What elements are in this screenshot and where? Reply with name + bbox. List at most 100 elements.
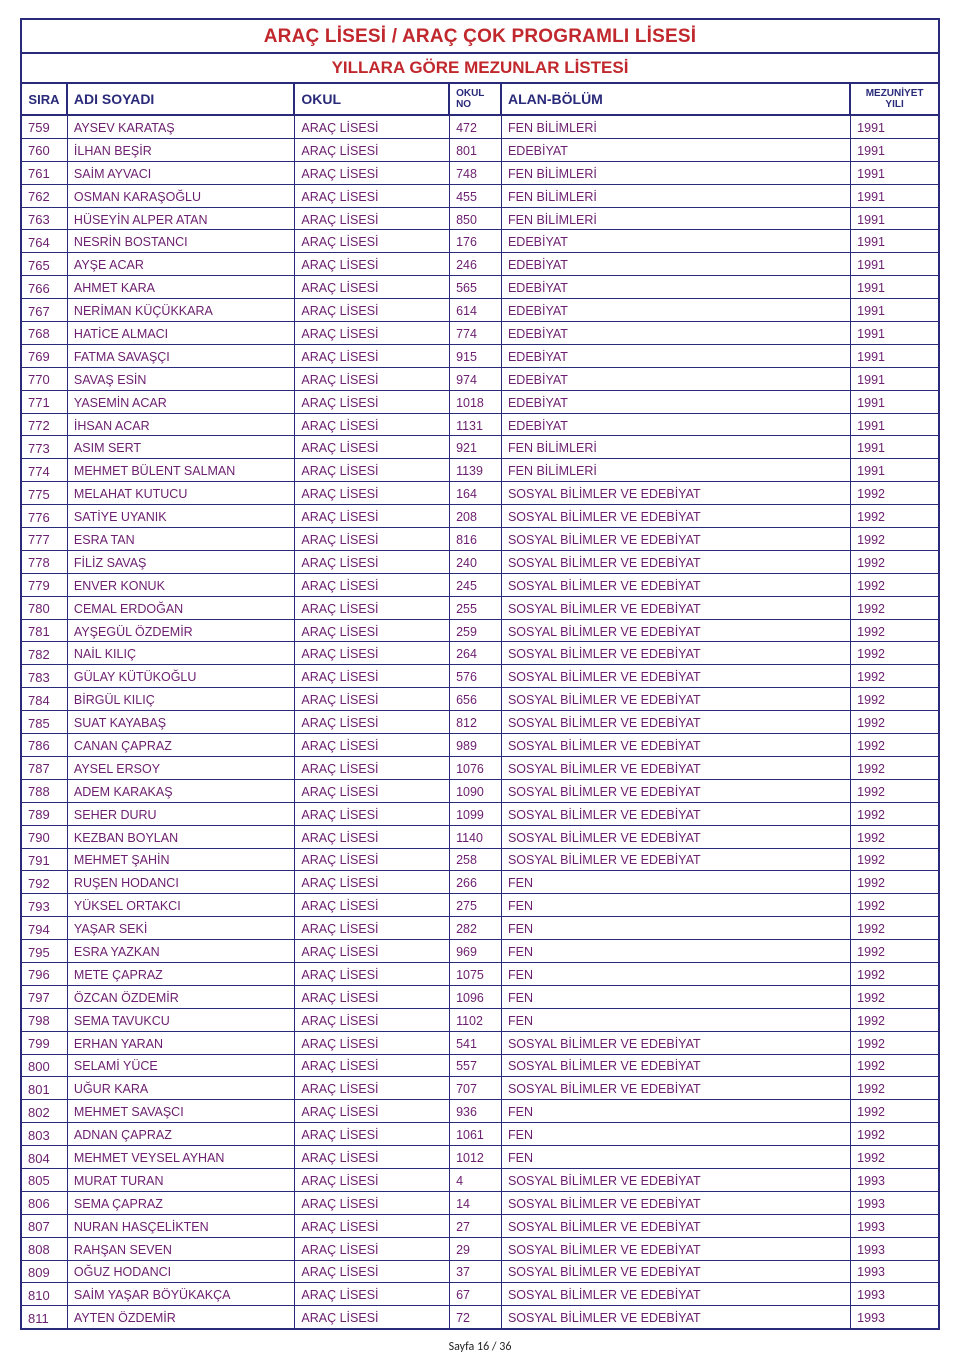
cell-ad: MELAHAT KUTUCU xyxy=(68,482,295,504)
cell-sira: 772 xyxy=(22,414,68,436)
cell-alan: FEN xyxy=(502,917,851,939)
cell-alan: SOSYAL BİLİMLER VE EDEBİYAT xyxy=(502,551,851,573)
cell-yil: 1992 xyxy=(851,757,938,779)
cell-okulno: 245 xyxy=(450,574,502,596)
cell-ad: GÜLAY KÜTÜKOĞLU xyxy=(68,665,295,687)
cell-yil: 1991 xyxy=(851,368,938,390)
cell-ad: SUAT KAYABAŞ xyxy=(68,711,295,733)
cell-okul: ARAÇ LİSESİ xyxy=(295,642,450,664)
cell-yil: 1991 xyxy=(851,139,938,161)
cell-yil: 1992 xyxy=(851,1146,938,1168)
table-row: 763HÜSEYİN ALPER ATANARAÇ LİSESİ850FEN B… xyxy=(22,208,938,231)
cell-alan: SOSYAL BİLİMLER VE EDEBİYAT xyxy=(502,734,851,756)
cell-sira: 792 xyxy=(22,871,68,893)
cell-ad: SEMA TAVUKCU xyxy=(68,1009,295,1031)
cell-alan: SOSYAL BİLİMLER VE EDEBİYAT xyxy=(502,757,851,779)
cell-okulno: 656 xyxy=(450,688,502,710)
cell-okulno: 565 xyxy=(450,276,502,298)
table-row: 761SAİM AYVACIARAÇ LİSESİ748FEN BİLİMLER… xyxy=(22,162,938,185)
table-row: 764NESRİN BOSTANCIARAÇ LİSESİ176EDEBİYAT… xyxy=(22,230,938,253)
cell-okul: ARAÇ LİSESİ xyxy=(295,894,450,916)
cell-ad: SATİYE UYANIK xyxy=(68,505,295,527)
cell-okulno: 576 xyxy=(450,665,502,687)
table-row: 794YAŞAR SEKİARAÇ LİSESİ282FEN1992 xyxy=(22,917,938,940)
cell-alan: SOSYAL BİLİMLER VE EDEBİYAT xyxy=(502,1261,851,1283)
table-row: 788ADEM KARAKAŞARAÇ LİSESİ1090SOSYAL BİL… xyxy=(22,780,938,803)
table-row: 772İHSAN ACARARAÇ LİSESİ1131EDEBİYAT1991 xyxy=(22,414,938,437)
table-row: 773ASIM SERTARAÇ LİSESİ921FEN BİLİMLERİ1… xyxy=(22,436,938,459)
page-title: ARAÇ LİSESİ / ARAÇ ÇOK PROGRAMLI LİSESİ xyxy=(22,20,938,54)
cell-alan: FEN xyxy=(502,1146,851,1168)
cell-alan: SOSYAL BİLİMLER VE EDEBİYAT xyxy=(502,528,851,550)
table-row: 759AYSEV KARATAŞARAÇ LİSESİ472FEN BİLİML… xyxy=(22,116,938,139)
cell-ad: UĞUR KARA xyxy=(68,1077,295,1099)
cell-okul: ARAÇ LİSESİ xyxy=(295,986,450,1008)
cell-okulno: 266 xyxy=(450,871,502,893)
cell-okul: ARAÇ LİSESİ xyxy=(295,597,450,619)
cell-yil: 1992 xyxy=(851,597,938,619)
cell-okulno: 1131 xyxy=(450,414,502,436)
cell-okul: ARAÇ LİSESİ xyxy=(295,757,450,779)
cell-ad: SAİM AYVACI xyxy=(68,162,295,184)
cell-alan: EDEBİYAT xyxy=(502,230,851,252)
cell-alan: SOSYAL BİLİMLER VE EDEBİYAT xyxy=(502,688,851,710)
cell-okulno: 614 xyxy=(450,299,502,321)
cell-alan: EDEBİYAT xyxy=(502,391,851,413)
cell-sira: 775 xyxy=(22,482,68,504)
cell-sira: 806 xyxy=(22,1192,68,1214)
cell-yil: 1992 xyxy=(851,849,938,871)
cell-ad: ADEM KARAKAŞ xyxy=(68,780,295,802)
table-row: 779ENVER KONUKARAÇ LİSESİ245SOSYAL BİLİM… xyxy=(22,574,938,597)
cell-alan: SOSYAL BİLİMLER VE EDEBİYAT xyxy=(502,620,851,642)
table-row: 770SAVAŞ ESİNARAÇ LİSESİ974EDEBİYAT1991 xyxy=(22,368,938,391)
cell-okul: ARAÇ LİSESİ xyxy=(295,1238,450,1260)
cell-ad: SEMA ÇAPRAZ xyxy=(68,1192,295,1214)
cell-ad: ERHAN YARAN xyxy=(68,1032,295,1054)
cell-okulno: 1018 xyxy=(450,391,502,413)
cell-sira: 794 xyxy=(22,917,68,939)
cell-okul: ARAÇ LİSESİ xyxy=(295,1032,450,1054)
cell-okul: ARAÇ LİSESİ xyxy=(295,1055,450,1077)
cell-yil: 1992 xyxy=(851,528,938,550)
cell-yil: 1992 xyxy=(851,505,938,527)
table-row: 796METE ÇAPRAZARAÇ LİSESİ1075FEN1992 xyxy=(22,963,938,986)
cell-ad: YAŞAR SEKİ xyxy=(68,917,295,939)
cell-okul: ARAÇ LİSESİ xyxy=(295,1306,450,1328)
cell-yil: 1991 xyxy=(851,208,938,230)
cell-ad: AHMET KARA xyxy=(68,276,295,298)
cell-sira: 785 xyxy=(22,711,68,733)
table-body: 759AYSEV KARATAŞARAÇ LİSESİ472FEN BİLİML… xyxy=(22,116,938,1328)
cell-ad: CANAN ÇAPRAZ xyxy=(68,734,295,756)
cell-alan: FEN xyxy=(502,871,851,893)
cell-alan: EDEBİYAT xyxy=(502,299,851,321)
cell-okul: ARAÇ LİSESİ xyxy=(295,917,450,939)
cell-sira: 762 xyxy=(22,185,68,207)
cell-sira: 780 xyxy=(22,597,68,619)
cell-alan: FEN xyxy=(502,1100,851,1122)
cell-sira: 774 xyxy=(22,459,68,481)
cell-okul: ARAÇ LİSESİ xyxy=(295,1009,450,1031)
cell-alan: FEN BİLİMLERİ xyxy=(502,436,851,458)
cell-okulno: 255 xyxy=(450,597,502,619)
cell-okul: ARAÇ LİSESİ xyxy=(295,208,450,230)
cell-okul: ARAÇ LİSESİ xyxy=(295,665,450,687)
cell-okul: ARAÇ LİSESİ xyxy=(295,436,450,458)
cell-sira: 771 xyxy=(22,391,68,413)
cell-alan: SOSYAL BİLİMLER VE EDEBİYAT xyxy=(502,665,851,687)
cell-okulno: 1090 xyxy=(450,780,502,802)
table-row: 776SATİYE UYANIKARAÇ LİSESİ208SOSYAL BİL… xyxy=(22,505,938,528)
cell-okul: ARAÇ LİSESİ xyxy=(295,1146,450,1168)
cell-sira: 784 xyxy=(22,688,68,710)
cell-okul: ARAÇ LİSESİ xyxy=(295,528,450,550)
cell-okul: ARAÇ LİSESİ xyxy=(295,185,450,207)
cell-okulno: 264 xyxy=(450,642,502,664)
cell-okul: ARAÇ LİSESİ xyxy=(295,1215,450,1237)
cell-ad: HATİCE ALMACI xyxy=(68,322,295,344)
cell-ad: CEMAL ERDOĞAN xyxy=(68,597,295,619)
cell-sira: 763 xyxy=(22,208,68,230)
cell-okulno: 72 xyxy=(450,1306,502,1328)
cell-sira: 809 xyxy=(22,1261,68,1283)
cell-ad: MEHMET BÜLENT SALMAN xyxy=(68,459,295,481)
cell-okulno: 850 xyxy=(450,208,502,230)
cell-alan: SOSYAL BİLİMLER VE EDEBİYAT xyxy=(502,803,851,825)
